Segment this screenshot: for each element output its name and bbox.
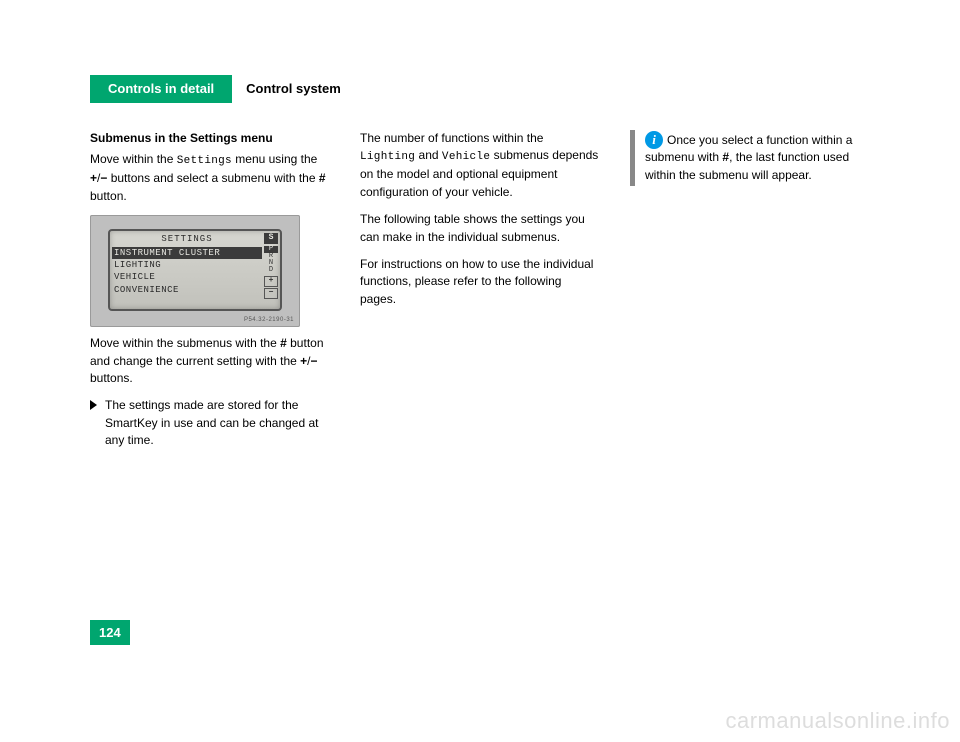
triangle-bullet-icon bbox=[90, 400, 97, 410]
info-note: iOnce you select a function within a sub… bbox=[630, 130, 870, 186]
page-header: Controls in detail Control system bbox=[90, 75, 341, 103]
text: button. bbox=[90, 189, 127, 203]
lighting-word: Lighting bbox=[360, 151, 415, 163]
lcd-row-2: VEHICLE bbox=[112, 271, 262, 283]
lcd-screenshot: SETTINGS INSTRUMENT CLUSTER LIGHTING VEH… bbox=[90, 215, 300, 327]
hash-button-ref: # bbox=[319, 171, 326, 185]
plus-button-ref: + bbox=[300, 354, 307, 368]
column-3: iOnce you select a function within a sub… bbox=[630, 130, 870, 560]
page-number: 124 bbox=[90, 620, 130, 645]
lcd-scroll-down: − bbox=[264, 288, 278, 299]
col1-para2: Move within the submenus with the # butt… bbox=[90, 335, 330, 387]
subsection-title: Control system bbox=[232, 75, 341, 103]
section-tab: Controls in detail bbox=[90, 75, 232, 103]
lcd-row-0: INSTRUMENT CLUSTER bbox=[112, 247, 262, 259]
lcd-inner: SETTINGS INSTRUMENT CLUSTER LIGHTING VEH… bbox=[108, 229, 282, 311]
lcd-scroll-up: + bbox=[264, 276, 278, 287]
text: buttons and select a submenu with the bbox=[107, 171, 318, 185]
lcd-title: SETTINGS bbox=[112, 233, 262, 246]
lcd-caption: P54.32-2190-31 bbox=[244, 316, 294, 325]
content-columns: Submenus in the Settings menu Move withi… bbox=[90, 130, 870, 560]
vehicle-word: Vehicle bbox=[442, 151, 490, 163]
lcd-sidebar: S P R N D + − bbox=[264, 231, 280, 309]
col2-para2: The following table shows the settings y… bbox=[360, 211, 600, 246]
text: buttons. bbox=[90, 371, 133, 385]
col1-para3: The settings made are stored for the Sma… bbox=[105, 397, 330, 449]
plus-button-ref: + bbox=[90, 171, 97, 185]
lcd-mode-box: S bbox=[264, 233, 278, 244]
col1-bullet: The settings made are stored for the Sma… bbox=[90, 397, 330, 449]
col1-para1: Move within the Settings menu using the … bbox=[90, 151, 330, 205]
text: and bbox=[415, 148, 442, 162]
info-icon: i bbox=[645, 131, 663, 149]
lcd-row-3: CONVENIENCE bbox=[112, 284, 262, 296]
hash-button-ref: # bbox=[280, 336, 287, 350]
settings-word: Settings bbox=[177, 155, 232, 167]
column-2: The number of functions within the Light… bbox=[360, 130, 600, 560]
watermark: carmanualsonline.info bbox=[725, 708, 950, 734]
col2-para1: The number of functions within the Light… bbox=[360, 130, 600, 201]
lcd-menu: SETTINGS INSTRUMENT CLUSTER LIGHTING VEH… bbox=[110, 231, 264, 309]
submenus-heading: Submenus in the Settings menu bbox=[90, 130, 330, 147]
text: Move within the bbox=[90, 152, 177, 166]
col2-para3: For instructions on how to use the indiv… bbox=[360, 256, 600, 308]
gear-d: D bbox=[264, 267, 278, 274]
text: Move within the submenus with the bbox=[90, 336, 280, 350]
minus-button-ref: − bbox=[311, 354, 318, 368]
lcd-gear-indicator: P R N D bbox=[264, 246, 278, 274]
column-1: Submenus in the Settings menu Move withi… bbox=[90, 130, 330, 560]
lcd-row-1: LIGHTING bbox=[112, 259, 262, 271]
text: menu using the bbox=[232, 152, 317, 166]
text: The number of functions within the bbox=[360, 131, 543, 145]
